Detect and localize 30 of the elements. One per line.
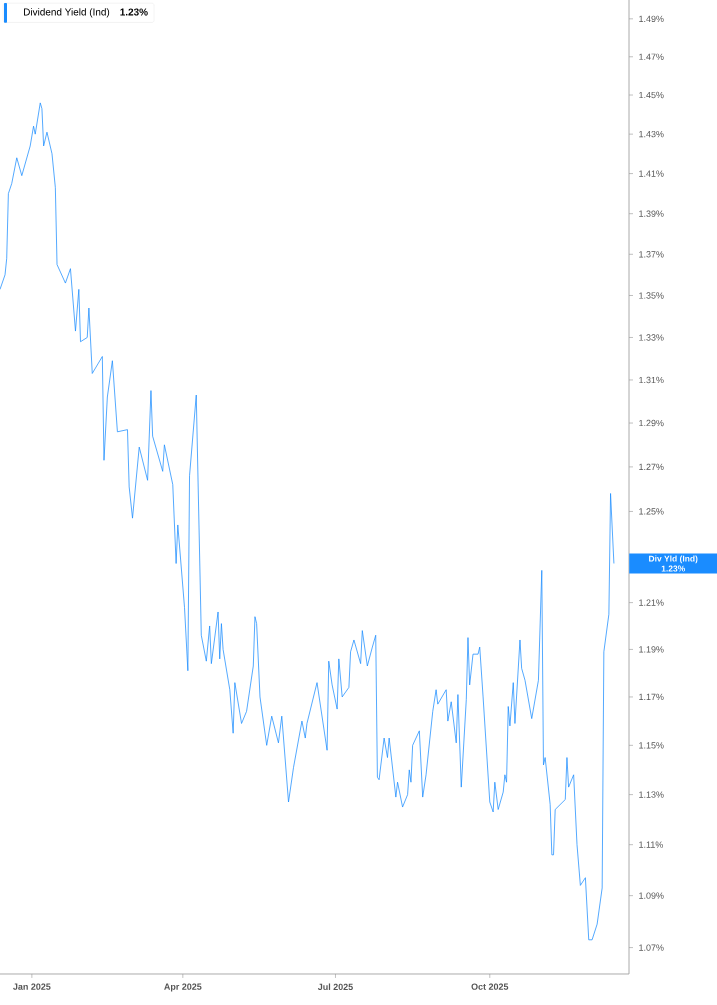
- line-series: [0, 102, 615, 941]
- y-tick-label: 1.09%: [639, 892, 664, 899]
- y-tick-label: 1.49%: [639, 15, 664, 23]
- y-tick-label: 1.15%: [639, 742, 664, 749]
- x-tick-label: Jan 2025: [13, 983, 51, 990]
- y-tick-label: 1.35%: [639, 292, 664, 299]
- legend-label: Dividend Yield (Ind): [24, 8, 110, 18]
- y-tick-label: 1.39%: [639, 210, 664, 217]
- y-tick-label: 1.41%: [639, 170, 664, 177]
- text: Div Yld (Ind): [649, 555, 698, 564]
- y-tick-label: 1.07%: [639, 944, 664, 951]
- y-tick-label: 1.29%: [639, 419, 664, 427]
- text: 1.23%: [661, 565, 685, 572]
- x-tick-label: Oct 2025: [471, 983, 509, 990]
- y-tick-label: 1.33%: [639, 334, 664, 341]
- annotation: 1.23%: [120, 8, 148, 16]
- y-tick-label: 1.13%: [639, 791, 664, 798]
- y-tick-label: 1.45%: [639, 91, 664, 99]
- x-tick-label: Jul 2025: [317, 983, 353, 991]
- y-tick-label: 1.11%: [639, 841, 663, 848]
- y-tick-label: 1.43%: [639, 130, 664, 138]
- y-tick-label: 1.17%: [639, 693, 664, 701]
- y-tick-label: 1.21%: [639, 599, 664, 606]
- y-tick-label: 1.27%: [639, 463, 664, 471]
- y-tick-label: 1.47%: [639, 53, 664, 60]
- y-tick-label: 1.37%: [639, 251, 664, 258]
- y-tick-label: 1.19%: [639, 646, 664, 653]
- y-tick-label: 1.25%: [639, 508, 664, 515]
- y-tick-label: 1.31%: [639, 376, 664, 384]
- x-tick-label: Apr 2025: [164, 983, 202, 992]
